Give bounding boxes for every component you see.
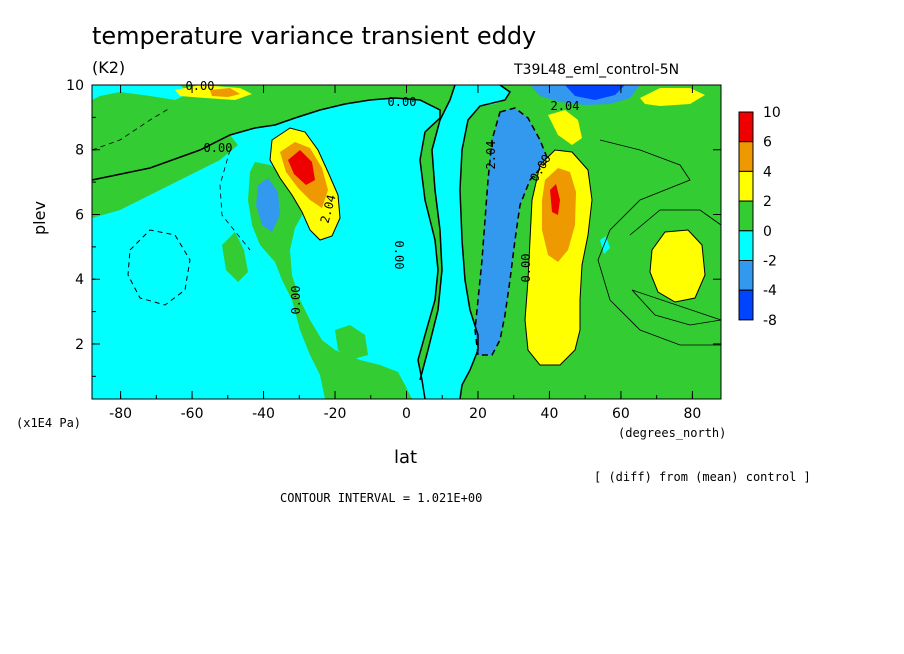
y-tick-label: 10 <box>66 78 84 94</box>
colorbar-label: -4 <box>763 283 777 299</box>
thin-contour-east <box>597 139 721 346</box>
blue-top <box>565 85 625 100</box>
colorbar: 10 6 4 2 0 -2 -4 -8 <box>738 105 781 329</box>
contour-label: 0.00 <box>186 79 215 93</box>
dashed-contour-column <box>474 107 549 356</box>
contour-fills <box>92 85 721 399</box>
red-west <box>288 150 315 185</box>
y-axis-units: (x1E4 Pa) <box>16 416 82 430</box>
colorbar-swatch <box>738 200 754 232</box>
run-label: T39L48_eml_control-5N <box>514 62 680 78</box>
colorbar-label: 6 <box>763 135 772 151</box>
lightblue-column <box>475 108 548 355</box>
green-tongue <box>92 135 238 218</box>
units-label: (K2) <box>92 58 126 77</box>
cyan-patch-east <box>600 236 610 254</box>
y-axis-ticks: 2 4 6 8 10 <box>66 78 721 377</box>
y-tick-label: 8 <box>75 143 84 159</box>
two-contour-west <box>269 127 341 241</box>
orange-top <box>210 88 240 97</box>
lightblue-patch-west <box>256 178 280 232</box>
cyan-column-center <box>420 85 510 399</box>
chart-title: temperature variance transient eddy <box>92 22 537 50</box>
y-tick-label: 4 <box>75 272 84 288</box>
diff-note: [ (diff) from (mean) control ] <box>594 470 811 484</box>
yellow-east-blob <box>650 230 705 302</box>
colorbar-label: -8 <box>763 313 777 329</box>
contour-label: 0.00 <box>388 95 417 109</box>
x-tick-label: 40 <box>541 406 559 422</box>
contour-lines <box>91 84 722 400</box>
colorbar-label: 4 <box>763 164 772 180</box>
x-tick-label: -80 <box>109 406 132 422</box>
green-patch-south <box>335 325 368 360</box>
x-tick-label: -20 <box>324 406 347 422</box>
zero-contour-east <box>459 84 512 400</box>
zero-contour-west <box>91 97 441 400</box>
contour-interval: CONTOUR INTERVAL = 1.021E+00 <box>280 491 483 505</box>
x-tick-label: 20 <box>469 406 487 422</box>
contour-label: 0.00 <box>392 241 406 270</box>
contour-label: 0.00 <box>519 254 533 283</box>
x-tick-label: 60 <box>612 406 630 422</box>
x-tick-label: 80 <box>683 406 701 422</box>
contour-label: 2.04 <box>551 99 580 113</box>
colorbar-swatch <box>738 111 754 143</box>
x-axis-units: (degrees_north) <box>618 426 727 440</box>
colorbar-swatch <box>738 230 754 262</box>
y-tick-label: 6 <box>75 207 84 223</box>
x-tick-label: -40 <box>252 406 275 422</box>
dashed-contour-west <box>127 229 191 306</box>
two-contour-blob <box>649 229 706 303</box>
contour-label: 2.04 <box>484 141 498 170</box>
contour-label: 0.00 <box>204 141 233 155</box>
y-tick-label: 2 <box>75 337 84 353</box>
zero-contour-center <box>419 84 456 381</box>
yellow-small-east <box>548 110 582 145</box>
colorbar-swatch <box>738 141 754 172</box>
colorbar-label: 10 <box>763 105 781 121</box>
colorbar-swatch <box>738 289 754 321</box>
x-tick-label: 0 <box>402 406 411 422</box>
x-axis-label: lat <box>394 447 418 468</box>
colorbar-label: 0 <box>763 224 772 240</box>
green-patch-west <box>222 232 248 282</box>
colorbar-swatch <box>738 260 754 291</box>
x-axis-ticks: -80 -60 -40 -20 0 20 40 60 80 <box>109 85 701 422</box>
x-tick-label: -60 <box>181 406 204 422</box>
two-contour-east <box>524 149 593 366</box>
contour-label: 0.00 <box>289 286 303 315</box>
colorbar-label: -2 <box>763 254 777 270</box>
red-east <box>550 184 560 215</box>
thin-dashed-west <box>91 107 251 251</box>
colorbar-label: 2 <box>763 194 772 210</box>
colorbar-swatch <box>738 170 754 202</box>
yellow-top-east <box>640 88 705 106</box>
thin-contour-blob <box>629 209 722 326</box>
